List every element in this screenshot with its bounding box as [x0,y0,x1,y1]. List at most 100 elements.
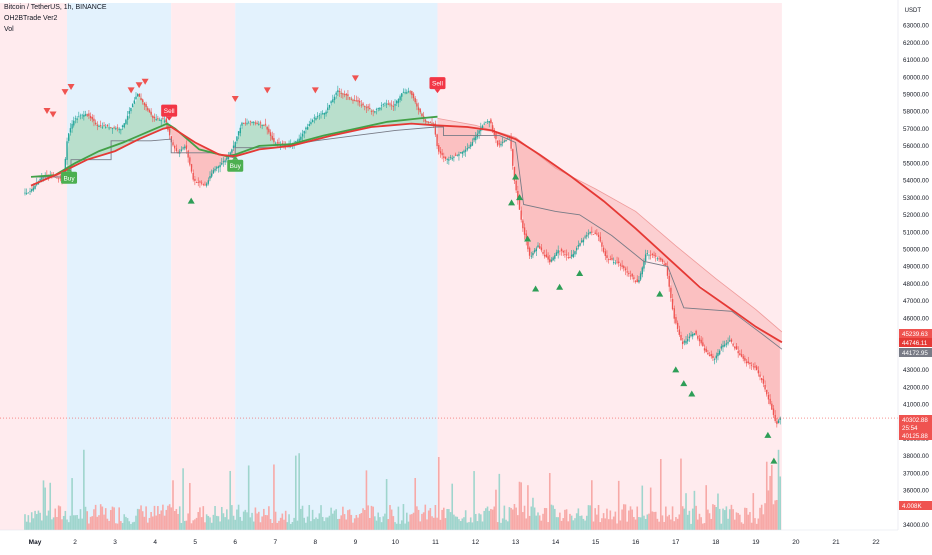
candle [39,179,41,182]
candle [434,123,437,135]
candle [483,123,485,125]
volume-bar [636,506,639,530]
volume-bar [252,521,255,530]
volume-bar [326,517,329,530]
candle [370,110,373,112]
candle [123,123,125,128]
volume-bar [733,519,736,530]
candle [584,236,586,238]
candle [414,98,416,103]
volume-bar [310,521,312,530]
candle [246,122,248,124]
volume-bar [414,477,417,530]
symbol-title[interactable]: Bitcoin / TetherUS, 1h, BINANCE [4,4,107,11]
volume-bar [274,511,277,530]
volume-bar [340,515,343,530]
candle [619,264,622,266]
volume-bar [480,514,482,530]
candle [470,144,472,147]
candle [71,123,73,129]
volume-bar [649,487,652,530]
volume-bar [599,522,602,530]
candle [343,94,346,96]
volume-bar [609,510,612,530]
volume-bar [59,506,62,530]
candle [653,254,655,256]
volume-bar [485,508,487,530]
candle [639,273,642,280]
volume-bar [739,514,741,530]
candle [567,257,569,258]
volume-bar [728,509,731,530]
price-label-bg [899,501,932,510]
candle [555,252,558,256]
candle [266,126,268,130]
volume-bar [74,515,77,530]
volume-bar [770,465,773,530]
y-tick-label: 51000.00 [903,229,929,236]
volume-bar [32,518,35,530]
candle [335,92,337,95]
volume-bar [500,522,502,530]
volume-bar [350,514,353,530]
candle [153,116,156,119]
candle [496,140,499,146]
volume-bar [83,449,85,530]
volume-bar [209,517,211,530]
candle [547,256,549,260]
candle [717,353,719,357]
volume-bar [533,507,536,530]
volume-bar [104,508,107,530]
volume-bar [622,504,625,530]
volume-bar [641,485,644,530]
candle [348,97,351,99]
candle [453,156,455,158]
volume-bar [690,523,692,530]
volume-bar [357,517,359,530]
candle [560,249,563,252]
candle [587,233,590,235]
y-axis-unit: USDT [905,8,922,14]
y-tick-label: 34000.00 [903,522,929,529]
indicator-name[interactable]: OH2BTrade Ver2 [4,15,58,22]
volume-bar [742,523,745,530]
price-label-bg [899,329,932,338]
volume-bar [404,523,406,530]
volume-bar [62,515,65,530]
candle [597,234,600,237]
x-tick-label: 15 [592,539,600,546]
candle [271,135,273,140]
candle [168,128,171,136]
zone-buy-1 [67,3,172,530]
volume-bar [491,509,494,530]
candle [222,161,225,163]
volume-bar [409,514,411,530]
volume-bar [617,480,620,530]
volume-indicator-name[interactable]: Vol [4,26,14,33]
volume-bar [231,505,233,530]
volume-bar [542,513,544,530]
candle [407,90,410,92]
volume-bar [402,504,405,530]
volume-bar [446,508,448,530]
volume-bar [246,512,248,530]
candle [670,287,672,299]
volume-bar [495,489,497,530]
volume-bar [167,505,169,530]
volume-bar [777,449,780,530]
candle [735,346,738,350]
candle [409,91,411,93]
volume-bar [325,517,327,530]
volume-bar [708,513,711,530]
x-tick-label: 6 [233,539,237,546]
volume-bar [557,517,559,530]
volume-bar [680,458,682,530]
candle [110,127,112,129]
y-tick-label: 63000.00 [903,23,929,30]
sell-marker [49,111,57,118]
y-tick-label: 48000.00 [903,281,929,288]
candle [187,150,189,158]
volume-bar [473,471,475,530]
